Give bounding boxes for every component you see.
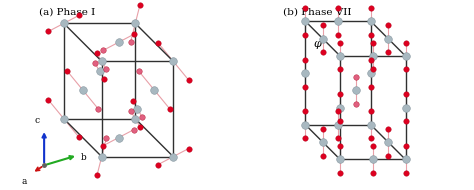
- Text: (b) Phase VII: (b) Phase VII: [283, 8, 351, 17]
- Text: a: a: [22, 177, 27, 186]
- Text: (a) Phase I: (a) Phase I: [39, 8, 95, 17]
- Text: b: b: [81, 153, 87, 162]
- Text: c: c: [35, 116, 40, 125]
- Text: φ: φ: [314, 39, 321, 49]
